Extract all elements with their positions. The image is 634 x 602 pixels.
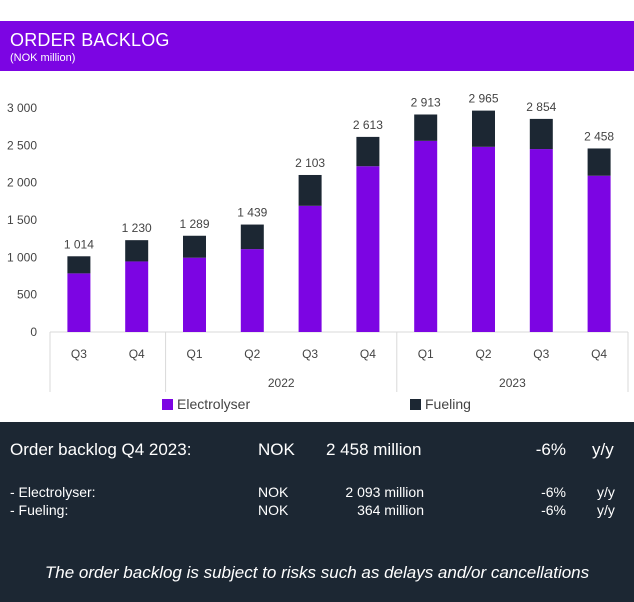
x-tick-label: Q4 — [360, 347, 376, 361]
y-tick-label: 500 — [17, 288, 37, 302]
bar-electrolyser-3 — [240, 249, 264, 332]
bar-fueling-1 — [125, 240, 149, 262]
bar-fueling-7 — [472, 110, 495, 147]
headline-period: y/y — [592, 440, 614, 459]
row-fueling-period: y/y — [597, 502, 615, 518]
bar-electrolyser-8 — [529, 149, 553, 332]
bar-fueling-8 — [529, 118, 553, 150]
headline-currency: NOK — [258, 440, 295, 459]
row-fueling-amount: 364 million — [357, 502, 424, 518]
y-tick-label: 3 000 — [7, 101, 37, 115]
group-label: 2023 — [499, 376, 526, 390]
bar-fueling-9 — [587, 148, 611, 176]
bar-fueling-6 — [414, 114, 438, 141]
bar-total-label: 1 289 — [179, 217, 209, 231]
summary-panel: Order backlog Q4 2023: NOK 2 458 million… — [0, 422, 634, 602]
bar-fueling-0 — [67, 256, 91, 274]
bar-fueling-2 — [183, 235, 206, 258]
bar-total-label: 2 103 — [295, 156, 325, 170]
bar-total-label: 2 965 — [468, 92, 498, 106]
row-electrolyser-currency: NOK — [258, 484, 289, 500]
x-tick-label: Q3 — [71, 347, 87, 361]
legend-electrolyser-swatch — [162, 398, 173, 410]
x-tick-label: Q2 — [244, 347, 260, 361]
legend-electrolyser-label: Electrolyser — [177, 396, 251, 412]
chart-subtitle: (NOK million) — [10, 52, 76, 64]
x-tick-label: Q3 — [302, 347, 318, 361]
row-fueling-label: - Fueling: — [10, 502, 69, 518]
row-electrolyser-period: y/y — [597, 484, 615, 500]
row-electrolyser-amount: 2 093 million — [345, 484, 424, 500]
legend-fueling: Fueling — [410, 396, 471, 412]
bar-electrolyser-1 — [125, 261, 149, 332]
bar-total-label: 2 458 — [584, 129, 614, 143]
row-electrolyser-label: - Electrolyser: — [10, 484, 96, 500]
y-tick-label: 1 000 — [7, 250, 37, 264]
row-fueling-change: -6% — [541, 502, 566, 518]
headline-label: Order backlog Q4 2023: — [10, 440, 192, 459]
x-tick-label: Q4 — [591, 347, 607, 361]
bar-electrolyser-4 — [298, 205, 322, 332]
bar-fueling-5 — [356, 136, 380, 167]
x-tick-label: Q3 — [533, 347, 549, 361]
bar-electrolyser-6 — [414, 140, 438, 332]
x-tick-label: Q1 — [418, 347, 434, 361]
order-backlog-chart: 0 500 1 000 1 500 2 000 2 500 3 000 1 014 Q3 1 23… — [7, 92, 629, 392]
y-tick-label: 1 500 — [7, 213, 37, 227]
bar-total-label: 2 613 — [353, 118, 383, 132]
chart-title: ORDER BACKLOG — [10, 30, 170, 50]
bar-total-label: 2 854 — [526, 100, 556, 114]
x-tick-label: Q1 — [186, 347, 202, 361]
row-fueling-currency: NOK — [258, 502, 289, 518]
bar-electrolyser-2 — [183, 257, 206, 332]
bar-fueling-4 — [298, 174, 322, 206]
legend-fueling-label: Fueling — [425, 396, 471, 412]
chart-header: ORDER BACKLOG (NOK million) — [0, 21, 634, 71]
bar-electrolyser-5 — [356, 166, 380, 332]
headline-change: -6% — [535, 440, 566, 459]
legend-fueling-swatch — [410, 398, 421, 410]
headline-amount: 2 458 million — [326, 440, 422, 459]
legend-electrolyser: Electrolyser — [162, 396, 250, 412]
row-electrolyser-change: -6% — [541, 484, 566, 500]
x-tick-label: Q4 — [129, 347, 145, 361]
y-tick-label: 0 — [30, 325, 37, 339]
bar-total-label: 1 014 — [64, 237, 94, 251]
y-tick-label: 2 000 — [7, 176, 37, 190]
bar-electrolyser-7 — [472, 146, 495, 332]
bar-total-label: 1 230 — [122, 221, 152, 235]
bar-total-label: 2 913 — [411, 95, 441, 109]
group-label: 2022 — [268, 376, 295, 390]
backlog-disclaimer: The order backlog is subject to risks su… — [44, 563, 590, 582]
y-tick-label: 2 500 — [7, 138, 37, 152]
bar-fueling-3 — [240, 224, 264, 250]
bar-total-label: 1 439 — [237, 206, 267, 220]
bar-electrolyser-0 — [67, 273, 91, 332]
bar-electrolyser-9 — [587, 175, 611, 332]
x-tick-label: Q2 — [475, 347, 491, 361]
